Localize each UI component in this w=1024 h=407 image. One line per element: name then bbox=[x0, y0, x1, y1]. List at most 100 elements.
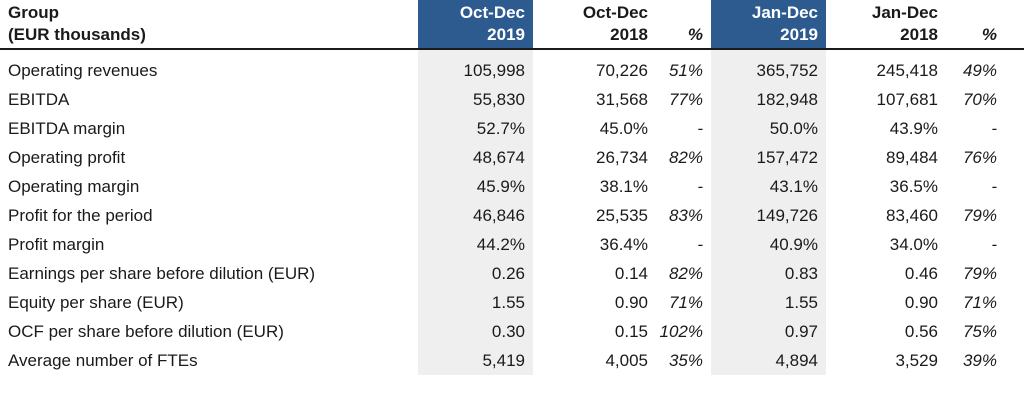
shaded-column-oct-dec-2019 bbox=[418, 50, 533, 375]
value-oct-dec-2018: 31,568 bbox=[596, 90, 648, 109]
column-header-period: Jan-Dec bbox=[751, 3, 818, 22]
value-oct-dec-2019: 48,674 bbox=[473, 148, 525, 167]
table-row: Profit for the period 46,846 25,535 83% … bbox=[0, 201, 1024, 230]
value-jan-dec-2019: 0.97 bbox=[784, 322, 818, 341]
value-jan-dec-2018: 89,484 bbox=[886, 148, 938, 167]
value-change-percent-fy: - bbox=[991, 235, 997, 254]
value-oct-dec-2018: 70,226 bbox=[596, 61, 648, 80]
row-label: Operating margin bbox=[8, 177, 140, 196]
value-jan-dec-2018: 3,529 bbox=[895, 351, 938, 370]
value-jan-dec-2019: 365,752 bbox=[756, 61, 818, 80]
value-jan-dec-2018: 83,460 bbox=[886, 206, 938, 225]
value-jan-dec-2018: 43.9% bbox=[889, 119, 938, 138]
value-jan-dec-2018: 107,681 bbox=[876, 90, 938, 109]
value-change-percent-fy: 70% bbox=[962, 90, 997, 109]
value-oct-dec-2019: 0.30 bbox=[491, 322, 525, 341]
row-label: Average number of FTEs bbox=[8, 351, 198, 370]
value-change-percent-q4: 102% bbox=[659, 322, 703, 341]
table-row: Average number of FTEs 5,419 4,005 35% 4… bbox=[0, 346, 1024, 375]
table-row: EBITDA 55,830 31,568 77% 182,948 107,681… bbox=[0, 85, 1024, 114]
row-label: Operating revenues bbox=[8, 61, 158, 80]
value-change-percent-fy: 71% bbox=[962, 293, 997, 312]
table-header-row: Group (EUR thousands) Oct-Dec 2019 Oct-D… bbox=[0, 0, 1024, 50]
value-change-percent-q4: 77% bbox=[668, 90, 703, 109]
column-header-oct-dec-2019: Oct-Dec 2019 bbox=[418, 0, 533, 48]
table-row: Operating profit 48,674 26,734 82% 157,4… bbox=[0, 143, 1024, 172]
value-change-percent-fy: 49% bbox=[962, 61, 997, 80]
value-oct-dec-2019: 5,419 bbox=[482, 351, 525, 370]
value-oct-dec-2018: 0.15 bbox=[614, 322, 648, 341]
table-title-cell: Group (EUR thousands) bbox=[0, 0, 418, 48]
column-header-percent-fy: % bbox=[946, 0, 1005, 48]
value-jan-dec-2019: 1.55 bbox=[784, 293, 818, 312]
value-change-percent-fy: 79% bbox=[962, 264, 997, 283]
value-change-percent-q4: - bbox=[697, 119, 703, 138]
column-header-oct-dec-2018: Oct-Dec 2018 bbox=[533, 0, 656, 48]
table-row: Profit margin 44.2% 36.4% - 40.9% 34.0% … bbox=[0, 230, 1024, 259]
value-change-percent-q4: 82% bbox=[668, 264, 703, 283]
value-change-percent-q4: 83% bbox=[668, 206, 703, 225]
value-jan-dec-2018: 0.90 bbox=[904, 293, 938, 312]
value-jan-dec-2018: 36.5% bbox=[889, 177, 938, 196]
table-row: Earnings per share before dilution (EUR)… bbox=[0, 259, 1024, 288]
table-row: Equity per share (EUR) 1.55 0.90 71% 1.5… bbox=[0, 288, 1024, 317]
value-change-percent-fy: - bbox=[991, 119, 997, 138]
value-change-percent-fy: 76% bbox=[962, 148, 997, 167]
value-oct-dec-2019: 55,830 bbox=[473, 90, 525, 109]
table-row: Operating revenues 105,998 70,226 51% 36… bbox=[0, 56, 1024, 85]
value-oct-dec-2019: 105,998 bbox=[463, 61, 525, 80]
column-header-percent-q4: % bbox=[656, 0, 711, 48]
value-oct-dec-2018: 45.0% bbox=[599, 119, 648, 138]
column-header-period: Jan-Dec bbox=[871, 3, 938, 22]
value-jan-dec-2019: 182,948 bbox=[756, 90, 818, 109]
value-change-percent-fy: 75% bbox=[962, 322, 997, 341]
value-jan-dec-2019: 4,894 bbox=[775, 351, 818, 370]
value-jan-dec-2018: 0.56 bbox=[904, 322, 938, 341]
row-label: Profit margin bbox=[8, 235, 105, 254]
value-oct-dec-2019: 46,846 bbox=[473, 206, 525, 225]
value-oct-dec-2018: 36.4% bbox=[599, 235, 648, 254]
value-change-percent-q4: 35% bbox=[668, 351, 703, 370]
row-label: OCF per share before dilution (EUR) bbox=[8, 322, 284, 341]
value-jan-dec-2019: 157,472 bbox=[756, 148, 818, 167]
value-change-percent-q4: 51% bbox=[668, 61, 703, 80]
value-oct-dec-2018: 0.90 bbox=[614, 293, 648, 312]
value-oct-dec-2019: 44.2% bbox=[476, 235, 525, 254]
shaded-column-jan-dec-2019 bbox=[711, 50, 826, 375]
table-row: OCF per share before dilution (EUR) 0.30… bbox=[0, 317, 1024, 346]
value-oct-dec-2018: 25,535 bbox=[596, 206, 648, 225]
column-header-period: Oct-Dec bbox=[582, 3, 648, 22]
column-header-percent-sign: % bbox=[981, 25, 997, 44]
value-jan-dec-2019: 0.83 bbox=[784, 264, 818, 283]
column-header-year: 2018 bbox=[900, 25, 938, 44]
value-change-percent-fy: 79% bbox=[962, 206, 997, 225]
value-oct-dec-2019: 1.55 bbox=[491, 293, 525, 312]
row-label: EBITDA bbox=[8, 90, 70, 109]
value-jan-dec-2018: 0.46 bbox=[904, 264, 938, 283]
value-oct-dec-2018: 26,734 bbox=[596, 148, 648, 167]
value-change-percent-q4: - bbox=[697, 235, 703, 254]
row-label: Operating profit bbox=[8, 148, 126, 167]
row-label: Earnings per share before dilution (EUR) bbox=[8, 264, 316, 283]
value-oct-dec-2019: 0.26 bbox=[491, 264, 525, 283]
column-header-jan-dec-2018: Jan-Dec 2018 bbox=[826, 0, 946, 48]
value-change-percent-q4: 82% bbox=[668, 148, 703, 167]
value-oct-dec-2018: 38.1% bbox=[599, 177, 648, 196]
value-change-percent-fy: - bbox=[991, 177, 997, 196]
table-row: EBITDA margin 52.7% 45.0% - 50.0% 43.9% … bbox=[0, 114, 1024, 143]
financial-results-table: Group (EUR thousands) Oct-Dec 2019 Oct-D… bbox=[0, 0, 1024, 375]
column-header-period: Oct-Dec bbox=[459, 3, 525, 22]
value-oct-dec-2019: 45.9% bbox=[476, 177, 525, 196]
value-jan-dec-2019: 43.1% bbox=[769, 177, 818, 196]
column-header-percent-sign: % bbox=[687, 25, 703, 44]
value-jan-dec-2018: 245,418 bbox=[876, 61, 938, 80]
table-title-line1: Group bbox=[8, 3, 59, 22]
value-jan-dec-2019: 149,726 bbox=[756, 206, 818, 225]
value-change-percent-fy: 39% bbox=[962, 351, 997, 370]
value-oct-dec-2018: 4,005 bbox=[605, 351, 648, 370]
column-header-year: 2019 bbox=[780, 25, 818, 44]
column-header-year: 2018 bbox=[610, 25, 648, 44]
value-jan-dec-2019: 50.0% bbox=[769, 119, 818, 138]
table-row: Operating margin 45.9% 38.1% - 43.1% 36.… bbox=[0, 172, 1024, 201]
row-label: Equity per share (EUR) bbox=[8, 293, 184, 312]
